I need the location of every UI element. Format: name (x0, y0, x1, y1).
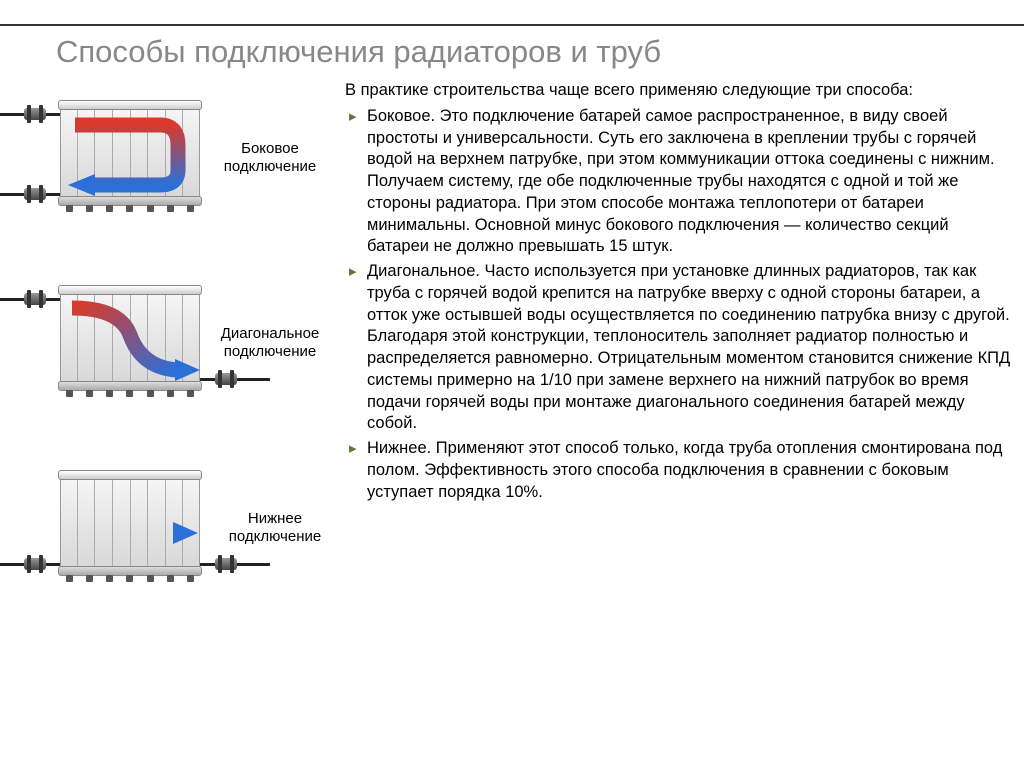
label-line1: Нижнее (248, 510, 302, 527)
label-line2: подключение (229, 528, 321, 545)
diagrams-column: Боковое подключение Диагональное подк (0, 85, 330, 640)
bullet-diagonal: Диагональное. Часто используется при уст… (345, 261, 1015, 435)
flow-arrow-side (0, 85, 210, 225)
diagram-label: Боковое подключение (215, 140, 325, 176)
diagram-diagonal: Диагональное подключение (0, 270, 330, 455)
intro-text: В практике строительства чаще всего прим… (345, 80, 1015, 102)
page-title: Способы подключения радиаторов и труб (56, 34, 661, 70)
bullet-side: Боковое. Это подключение батарей самое р… (345, 106, 1015, 258)
text-column: В практике строительства чаще всего прим… (345, 80, 1015, 507)
diagram-label: Нижнее подключение (220, 510, 330, 546)
label-line1: Диагональное (221, 325, 320, 342)
diagram-label: Диагональное подключение (210, 325, 330, 361)
top-rule (0, 24, 1024, 26)
bullet-bottom: Нижнее. Применяют этот способ только, ко… (345, 438, 1015, 503)
diagram-side: Боковое подключение (0, 85, 330, 270)
label-line2: подключение (224, 158, 316, 175)
label-line1: Боковое (241, 140, 299, 157)
diagram-bottom: Нижнее подключение (0, 455, 330, 640)
label-line2: подключение (224, 343, 316, 360)
